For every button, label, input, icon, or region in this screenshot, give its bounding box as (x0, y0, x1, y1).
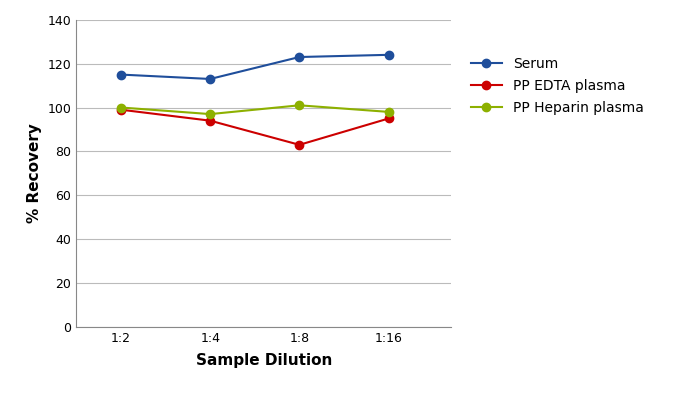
X-axis label: Sample Dilution: Sample Dilution (196, 353, 332, 368)
PP Heparin plasma (117, 105, 125, 110)
Line: PP Heparin plasma: PP Heparin plasma (117, 101, 393, 118)
PP Heparin plasma (384, 110, 393, 114)
PP EDTA plasma (295, 143, 303, 147)
Serum (384, 52, 393, 57)
PP EDTA plasma (384, 116, 393, 121)
PP EDTA plasma (206, 118, 214, 123)
Line: Serum: Serum (117, 51, 393, 83)
PP Heparin plasma (295, 103, 303, 108)
Y-axis label: % Recovery: % Recovery (27, 123, 42, 223)
Legend: Serum, PP EDTA plasma, PP Heparin plasma: Serum, PP EDTA plasma, PP Heparin plasma (466, 51, 649, 121)
Serum (295, 55, 303, 59)
PP Heparin plasma (206, 112, 214, 117)
Serum (117, 72, 125, 77)
Line: PP EDTA plasma: PP EDTA plasma (117, 106, 393, 149)
Serum (206, 76, 214, 81)
PP EDTA plasma (117, 107, 125, 112)
